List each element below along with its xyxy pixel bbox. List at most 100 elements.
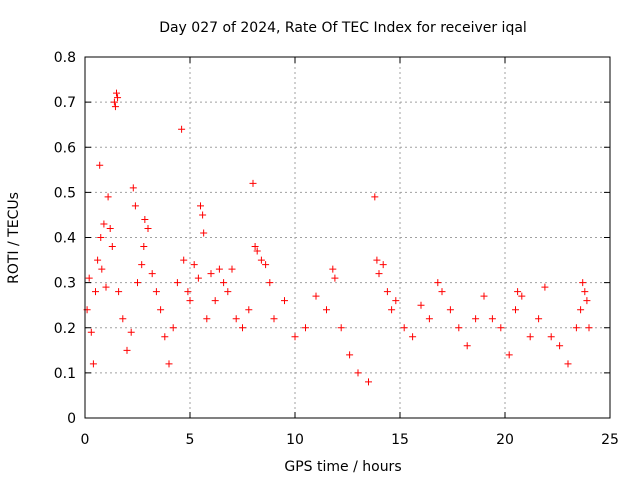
data-point bbox=[371, 193, 379, 201]
data-point bbox=[425, 315, 433, 323]
y-tick-label: 0.7 bbox=[54, 95, 76, 111]
grid bbox=[85, 57, 610, 418]
data-point bbox=[85, 274, 93, 282]
data-point bbox=[184, 288, 192, 296]
data-point bbox=[251, 243, 259, 251]
data-point bbox=[141, 215, 149, 223]
data-point bbox=[131, 202, 139, 210]
data-point bbox=[152, 288, 160, 296]
data-point bbox=[365, 378, 372, 386]
data-point bbox=[572, 324, 580, 332]
data-point bbox=[113, 89, 120, 97]
data-point bbox=[140, 243, 148, 251]
data-point bbox=[253, 247, 261, 255]
data-point bbox=[104, 193, 112, 201]
data-point bbox=[583, 297, 591, 305]
data-point bbox=[129, 184, 137, 192]
y-axis-label: ROTI / TECUs bbox=[6, 192, 22, 284]
data-point bbox=[197, 202, 204, 210]
data-point bbox=[400, 324, 408, 332]
data-point bbox=[514, 288, 522, 296]
data-point bbox=[232, 315, 240, 323]
data-point bbox=[281, 297, 288, 305]
data-point bbox=[257, 256, 265, 264]
data-point bbox=[94, 256, 102, 264]
data-point bbox=[331, 274, 339, 282]
data-point bbox=[110, 98, 118, 106]
data-point bbox=[190, 261, 198, 269]
axes: 0 0.1 0.2 0.3 0.4 0.5 0.6 0.7 0.8 0 5 10 15 20 25 bbox=[54, 50, 619, 448]
y-tick-label: 0.5 bbox=[54, 185, 76, 201]
data-point bbox=[337, 324, 345, 332]
data-point bbox=[329, 265, 337, 273]
data-point bbox=[165, 360, 173, 368]
data-point bbox=[108, 243, 116, 251]
data-point bbox=[144, 224, 152, 232]
data-point bbox=[228, 265, 236, 273]
y-tick-label: 0 bbox=[67, 411, 76, 427]
plot-frame bbox=[84, 56, 611, 419]
data-point bbox=[186, 297, 194, 305]
data-point bbox=[215, 265, 223, 273]
data-point bbox=[148, 270, 156, 278]
data-point bbox=[239, 324, 246, 332]
data-point bbox=[123, 346, 131, 354]
y-tick-label: 0.8 bbox=[54, 50, 76, 66]
data-point bbox=[200, 229, 208, 237]
data-point bbox=[579, 279, 587, 287]
data-point bbox=[89, 360, 97, 368]
data-point bbox=[220, 279, 228, 287]
data-point bbox=[302, 324, 309, 332]
data-point bbox=[199, 211, 207, 219]
data-point bbox=[434, 279, 442, 287]
data-point bbox=[92, 288, 99, 296]
data-point bbox=[98, 265, 106, 273]
data-point bbox=[346, 351, 354, 359]
data-point bbox=[354, 369, 362, 377]
data-point bbox=[262, 261, 270, 269]
data-point bbox=[266, 279, 274, 287]
data-point bbox=[96, 161, 104, 169]
data-point bbox=[547, 333, 555, 341]
data-point bbox=[312, 292, 320, 300]
x-tick-label: 15 bbox=[391, 432, 409, 448]
data-point bbox=[581, 288, 589, 296]
data-point bbox=[512, 306, 519, 314]
data-point bbox=[207, 270, 215, 278]
data-point bbox=[111, 103, 119, 111]
data-point bbox=[138, 261, 146, 269]
data-point bbox=[173, 279, 181, 287]
data-point bbox=[438, 288, 446, 296]
y-tick-label: 0.6 bbox=[54, 140, 76, 156]
data-point bbox=[526, 333, 534, 341]
data-point bbox=[291, 333, 299, 341]
data-point bbox=[249, 179, 257, 187]
chart-title: Day 027 of 2024, Rate Of TEC Index for r… bbox=[159, 20, 527, 36]
data-point bbox=[87, 328, 95, 336]
data-point bbox=[102, 283, 110, 291]
x-axis-label: GPS time / hours bbox=[284, 459, 401, 475]
data-point bbox=[211, 297, 219, 305]
x-tick-label: 25 bbox=[601, 432, 619, 448]
data-point bbox=[518, 292, 526, 300]
y-tick-label: 0.4 bbox=[54, 231, 76, 247]
data-point bbox=[556, 342, 564, 350]
data-point bbox=[114, 94, 122, 102]
data-point bbox=[375, 270, 383, 278]
data-point bbox=[106, 224, 114, 232]
data-point bbox=[577, 306, 585, 314]
data-point bbox=[564, 360, 572, 368]
data-point bbox=[203, 315, 211, 323]
data-point bbox=[169, 324, 177, 332]
data-point bbox=[194, 274, 202, 282]
y-tick-label: 0.2 bbox=[54, 321, 76, 337]
data-point bbox=[127, 328, 135, 336]
data-point bbox=[323, 306, 330, 314]
data-point bbox=[505, 351, 513, 359]
data-point bbox=[373, 256, 381, 264]
data-point bbox=[161, 333, 169, 341]
data-point bbox=[97, 234, 105, 241]
y-tick-label: 0.3 bbox=[54, 276, 76, 292]
x-tick-label: 0 bbox=[81, 432, 90, 448]
data-point bbox=[134, 279, 141, 287]
